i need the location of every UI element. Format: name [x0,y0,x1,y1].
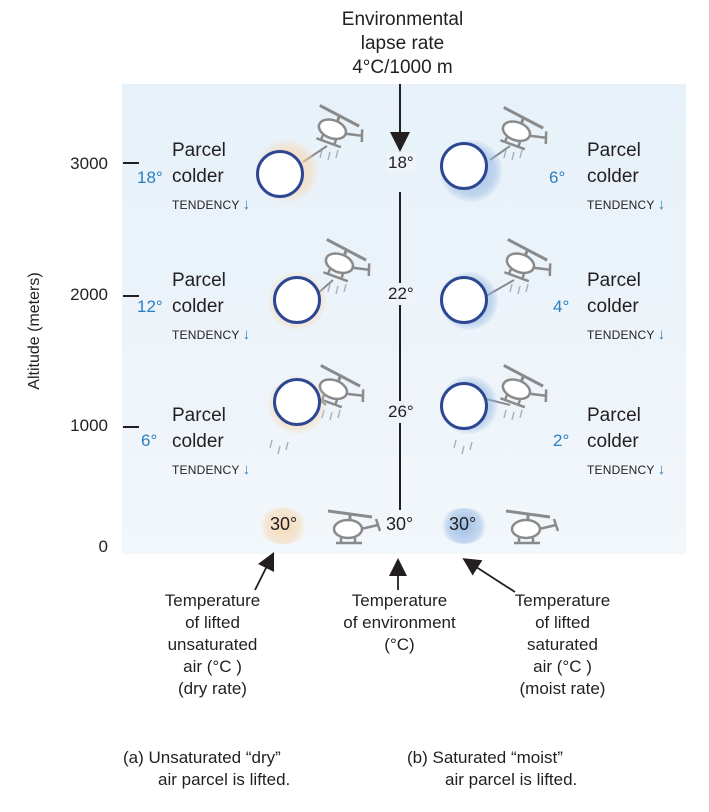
panel-a-caption: (a) Unsaturated “dry” air parcel is lift… [123,747,290,791]
tick-label-0: 0 [98,537,108,556]
tick-mark-2000 [123,295,139,297]
tendency-label: TENDENCY [172,328,240,342]
dry-temp-3000: 18° [137,168,163,187]
moist-tendency-2000: TENDENCY ↓ [587,326,665,343]
moist-tendency-3000: TENDENCY ↓ [587,196,665,213]
colder-word: colder [172,296,224,317]
environment-caption: Temperature of environment (°C) [322,590,477,656]
tick-mark-3000 [123,162,139,164]
moist-parcel-balloon-icon [440,382,488,430]
parcel-word: Parcel [587,405,641,426]
env-temp-1000: 26° [386,401,416,423]
title-line-2: lapse rate [360,33,445,54]
env-temp-2000: 22° [386,283,416,305]
caption-line: air (°C ) [183,657,242,676]
environmental-lapse-rate-title: Environmental lapse rate 4°C/1000 m [290,8,515,80]
moist-parcel-glow-0 [440,508,488,544]
dry-parcel-balloon-icon [256,150,304,198]
dry-parcel-balloon-icon [273,276,321,324]
panel-a-line-2: air parcel is lifted. [158,770,291,789]
tendency-label: TENDENCY [172,463,240,477]
dry-parcel-label-2000: Parcel colder [172,268,226,320]
parcel-word: Parcel [587,140,641,161]
dry-parcel-balloon-icon [273,378,321,426]
colder-word: colder [587,431,639,452]
colder-word: colder [587,296,639,317]
panel-a-line-1: (a) Unsaturated “dry” [123,748,281,767]
dry-parcel-glow-0 [258,508,308,544]
down-arrow-icon: ↓ [242,461,251,478]
moist-parcel-label-3000: Parcel colder [587,138,641,190]
title-line-1: Environmental [341,9,464,30]
dry-surface-temp: 30° [270,514,298,534]
moist-parcel-label-2000: Parcel colder [587,268,641,320]
caption-line: air (°C ) [533,657,592,676]
caption-line: Temperature [514,591,611,610]
caption-line: (dry rate) [178,679,247,698]
dry-parcel-caption: Temperature of lifted unsaturated air (°… [140,590,285,700]
dry-temp-2000: 12° [137,297,163,316]
parcel-word: Parcel [172,270,226,291]
caption-line: unsaturated [167,635,258,654]
moist-caption-arrow [462,558,516,593]
moist-parcel-caption: Temperature of lifted saturated air (°C … [490,590,635,700]
colder-word: colder [172,166,224,187]
dry-helicopters [307,103,382,545]
moist-surface-temp: 30° [449,514,477,534]
moist-temp-3000: 6° [549,168,566,187]
moist-parcel-label-1000: Parcel colder [587,403,641,455]
parcel-word: Parcel [587,270,641,291]
tendency-label: TENDENCY [587,463,655,477]
moist-temp-1000: 2° [553,431,570,450]
down-arrow-icon: ↓ [242,196,251,213]
title-line-3: 4°C/1000 m [352,57,453,78]
parcel-word: Parcel [172,405,226,426]
dry-tendency-2000: TENDENCY ↓ [172,326,250,343]
colder-word: colder [587,166,639,187]
moist-parcel-balloon-icon [440,276,488,324]
caption-line: Temperature [164,591,261,610]
tendency-label: TENDENCY [587,198,655,212]
down-arrow-icon: ↓ [657,461,666,478]
env-temp-3000: 18° [386,152,416,174]
caption-line: (moist rate) [519,679,606,698]
panel-b-caption: (b) Saturated “moist” air parcel is lift… [407,747,577,791]
tendency-label: TENDENCY [587,328,655,342]
moist-parcel-balloon-icon [440,142,488,190]
dry-tendency-1000: TENDENCY ↓ [172,461,250,478]
caption-line: of lifted [185,613,240,632]
caption-line: of environment [343,613,456,632]
tick-mark-1000 [123,426,139,428]
down-arrow-icon: ↓ [657,196,666,213]
dry-temp-1000: 6° [141,431,158,450]
tendency-label: TENDENCY [172,198,240,212]
dry-caption-arrow [254,551,275,591]
env-surface-temp: 30° [386,514,414,534]
dry-parcel-label-3000: Parcel colder [172,138,226,190]
tick-label-3000: 3000 [70,154,108,173]
dry-tendency-3000: TENDENCY ↓ [172,196,250,213]
dry-parcel-label-1000: Parcel colder [172,403,226,455]
colder-word: colder [172,431,224,452]
down-arrow-icon: ↓ [657,326,666,343]
caption-line: (°C) [384,635,415,654]
caption-line: Temperature [351,591,448,610]
down-arrow-icon: ↓ [242,326,251,343]
tick-label-2000: 2000 [70,285,108,304]
tick-label-1000: 1000 [70,416,108,435]
caption-line: of lifted [535,613,590,632]
panel-b-line-1: (b) Saturated “moist” [407,748,563,767]
caption-line: saturated [527,635,598,654]
panel-b-line-2: air parcel is lifted. [445,770,578,789]
parcel-word: Parcel [172,140,226,161]
moist-tendency-1000: TENDENCY ↓ [587,461,665,478]
moist-temp-2000: 4° [553,297,570,316]
